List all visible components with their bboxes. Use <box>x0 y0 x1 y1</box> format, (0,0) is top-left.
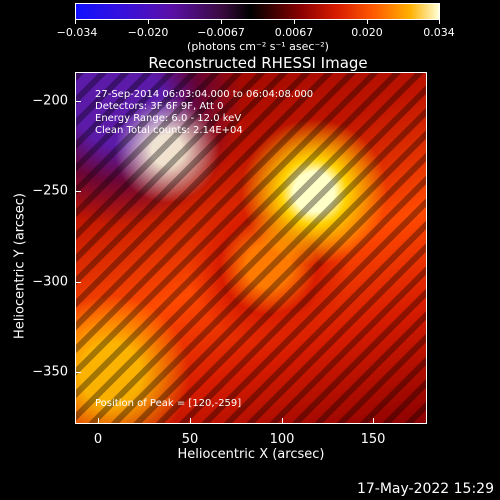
heatmap-plot: 27-Sep-2014 06:03:04.000 to 06:04:08.000… <box>75 72 427 424</box>
x-tick-mark <box>98 418 99 424</box>
x-tick-label: 50 <box>181 432 199 447</box>
colorbar-tick-label: −0.0067 <box>197 26 245 39</box>
colorbar <box>75 3 440 20</box>
x-tick-mark <box>190 418 191 424</box>
heatmap-image <box>76 73 426 423</box>
y-tick-mark <box>75 101 81 102</box>
x-tick-label: 0 <box>93 432 103 447</box>
colorbar-tick <box>439 20 440 24</box>
colorbar-tick <box>148 20 149 24</box>
y-tick-label: −250 <box>32 183 68 199</box>
colorbar-tick-label: 0.034 <box>423 26 455 39</box>
colorbar-units: (photons cm⁻² s⁻¹ asec⁻²) <box>187 40 329 53</box>
colorbar-tick <box>294 20 295 24</box>
y-tick-label: −350 <box>32 364 68 380</box>
colorbar-tick-label: 0.020 <box>351 26 383 39</box>
info-line-detectors: Detectors: 3F 6F 9F, Att 0 <box>95 101 224 112</box>
y-tick-mark <box>75 372 81 373</box>
x-axis-label: Heliocentric X (arcsec) <box>177 447 325 462</box>
colorbar-tick <box>367 20 368 24</box>
colorbar-tick-label: −0.034 <box>56 26 98 39</box>
colorbar-tick-label: −0.020 <box>127 26 169 39</box>
y-tick-mark <box>75 191 81 192</box>
info-line-time: 27-Sep-2014 06:03:04.000 to 06:04:08.000 <box>95 89 314 100</box>
footer-timestamp: 17-May-2022 15:29 <box>356 481 494 497</box>
x-tick-label: 100 <box>269 432 295 447</box>
y-tick-mark <box>75 282 81 283</box>
x-tick-mark <box>282 418 283 424</box>
y-tick-label: −300 <box>32 274 68 290</box>
colorbar-tick <box>75 20 76 24</box>
y-tick-label: −200 <box>32 93 68 109</box>
info-line-energy: Energy Range: 6.0 - 12.0 keV <box>95 113 242 124</box>
peak-position: Position of Peak = [120,-259] <box>95 398 242 409</box>
plot-title: Reconstructed RHESSI Image <box>148 54 368 72</box>
info-line-counts: Clean Total counts: 2.14E+04 <box>95 125 243 136</box>
colorbar-tick <box>221 20 222 24</box>
x-tick-mark <box>373 418 374 424</box>
x-tick-label: 150 <box>360 432 386 447</box>
y-axis-label: Heliocentric Y (arcsec) <box>12 193 28 339</box>
colorbar-tick-label: 0.0067 <box>274 26 314 39</box>
